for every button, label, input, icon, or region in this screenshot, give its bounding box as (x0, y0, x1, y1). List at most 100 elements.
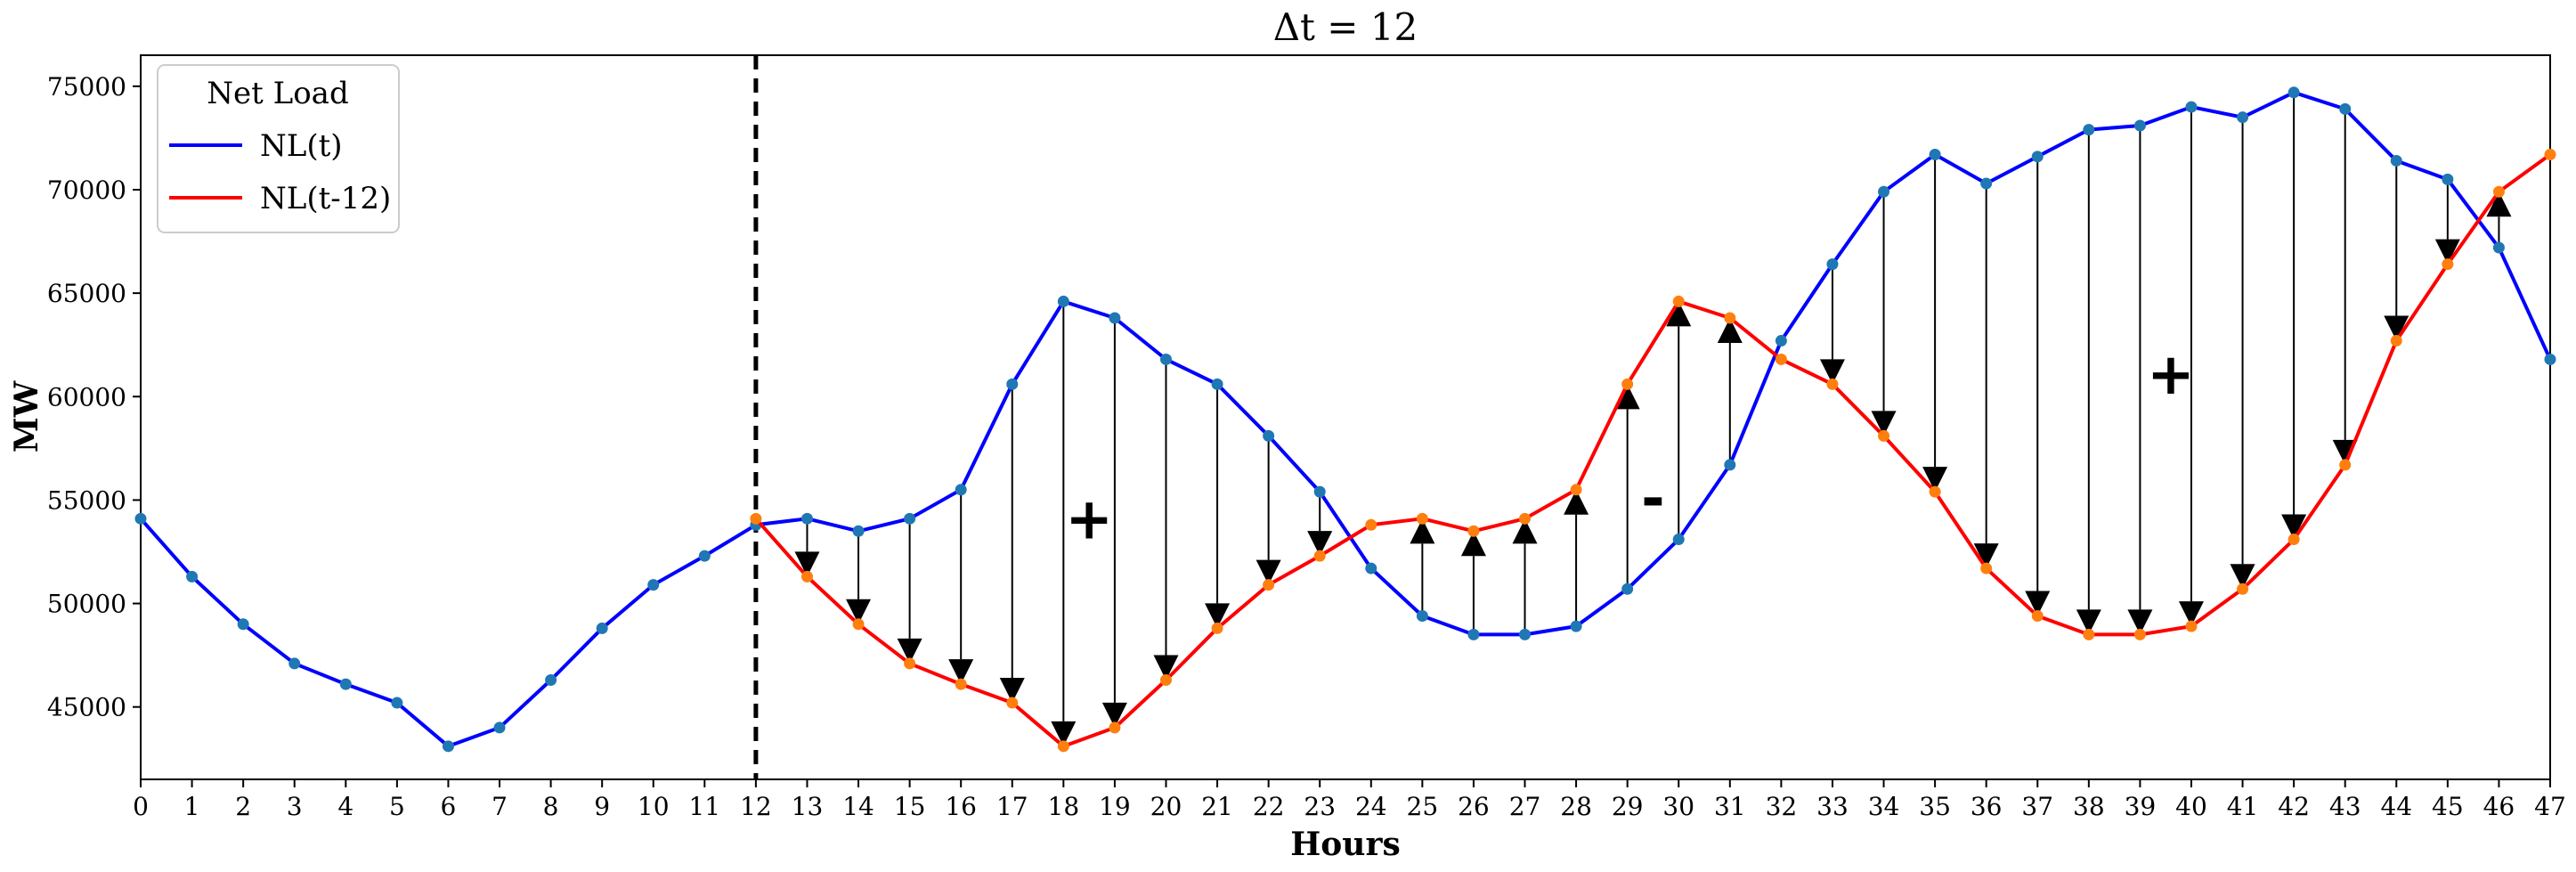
arrow-head (1460, 531, 1486, 557)
x-tick-label: 7 (492, 792, 508, 821)
y-tick-label: 65000 (47, 279, 126, 308)
legend-title: Net Load (207, 76, 348, 111)
x-tick-label: 38 (2073, 792, 2105, 821)
x-tick-label: 31 (1714, 792, 1746, 821)
arrow-head (2025, 591, 2051, 616)
arrow-head (1819, 359, 1845, 385)
data-point (1724, 312, 1736, 324)
data-point (2133, 628, 2146, 640)
data-point (698, 550, 711, 562)
x-tick-label: 46 (2483, 792, 2515, 821)
data-point (391, 697, 403, 709)
data-point (1724, 459, 1736, 471)
arrow-head (1101, 702, 1127, 728)
data-point (1313, 550, 1326, 562)
data-point (800, 570, 813, 583)
data-point (2237, 111, 2249, 124)
y-tick-label: 70000 (47, 175, 126, 205)
arrow-head (2281, 514, 2307, 540)
x-tick-label: 33 (1816, 792, 1849, 821)
annotation-sign: + (1065, 487, 1113, 553)
data-point (1570, 484, 1582, 496)
arrow-head (948, 659, 974, 685)
data-point (1878, 429, 1890, 442)
arrow-head (1153, 655, 1179, 680)
x-tick-label: 26 (1458, 792, 1490, 821)
data-point (1929, 485, 1941, 498)
y-axis-label: MW (8, 380, 45, 452)
data-point (2031, 609, 2044, 622)
x-tick-label: 6 (441, 792, 457, 821)
x-tick-label: 44 (2380, 792, 2412, 821)
arrow-head (794, 551, 820, 577)
data-point (2185, 101, 2198, 113)
data-point (750, 512, 762, 525)
data-point (186, 570, 199, 583)
x-tick-label: 14 (842, 792, 874, 821)
plot-area: 0 1 2 3 4 5 6 7 8 9 10 11 12 13 14 15 16 17 18 19 20 21 22 23 24… (47, 54, 2566, 821)
x-tick-label: 8 (543, 792, 559, 821)
data-point (134, 512, 147, 525)
legend-label-nl-t: NL(t) (260, 128, 343, 164)
annotation-sign: + (2147, 342, 2195, 408)
series-layer (134, 86, 2556, 753)
data-point (1057, 295, 1069, 307)
x-tick-label: 11 (688, 792, 720, 821)
x-tick-label: 19 (1099, 792, 1131, 821)
data-point (1159, 674, 1172, 687)
data-point (852, 618, 865, 631)
x-tick-label: 0 (133, 792, 149, 821)
data-point (2544, 148, 2556, 160)
data-point (904, 657, 916, 670)
data-point (1057, 740, 1069, 753)
data-point (1775, 335, 1787, 347)
x-tick-label: 9 (594, 792, 610, 821)
arrow-head (2127, 609, 2153, 635)
data-point (2031, 151, 2044, 163)
data-point (1006, 697, 1019, 709)
x-tick-label: 1 (184, 792, 200, 821)
data-point (2133, 119, 2146, 132)
arrow-head (1666, 301, 1692, 327)
x-tick-label: 43 (2329, 792, 2361, 821)
y-tick-label: 55000 (47, 485, 126, 515)
data-point (2442, 173, 2454, 185)
data-point (1416, 609, 1428, 622)
data-point (1467, 628, 1480, 640)
x-tick-label: 45 (2432, 792, 2464, 821)
annotation-layer: + - + (1065, 342, 2194, 553)
arrow-head (2230, 564, 2255, 590)
data-point (2442, 258, 2454, 271)
y-tick-label: 45000 (47, 693, 126, 722)
data-point (1365, 518, 1377, 531)
data-point (1365, 562, 1377, 575)
arrow-head (1255, 559, 1281, 585)
x-tick-label: 40 (2175, 792, 2207, 821)
x-tick-label: 15 (894, 792, 926, 821)
data-point (852, 525, 865, 537)
chart-title: Δt = 12 (1273, 5, 1418, 49)
data-point (904, 512, 916, 525)
y-axis: 45000 50000 55000 60000 65000 70000 75000 (47, 72, 141, 722)
data-point (1467, 525, 1480, 537)
x-tick-label: 20 (1150, 792, 1182, 821)
arrow-head (1871, 411, 1897, 436)
annotation-sign: - (1641, 466, 1665, 532)
x-tick-label: 13 (792, 792, 824, 821)
x-tick-label: 27 (1509, 792, 1541, 821)
arrow-head (1614, 384, 1640, 410)
data-point (237, 618, 249, 631)
data-point (2288, 86, 2300, 99)
data-point (545, 674, 557, 687)
data-point (2339, 459, 2352, 471)
x-tick-label: 30 (1662, 792, 1694, 821)
arrow-head (2384, 315, 2409, 341)
y-tick-label: 75000 (47, 72, 126, 102)
arrow-head (2178, 601, 2204, 627)
data-point (1826, 258, 1839, 271)
y-tick-label: 60000 (47, 382, 126, 412)
arrow-head (1973, 543, 1999, 569)
x-tick-label: 10 (638, 792, 670, 821)
x-tick-label: 23 (1304, 792, 1336, 821)
